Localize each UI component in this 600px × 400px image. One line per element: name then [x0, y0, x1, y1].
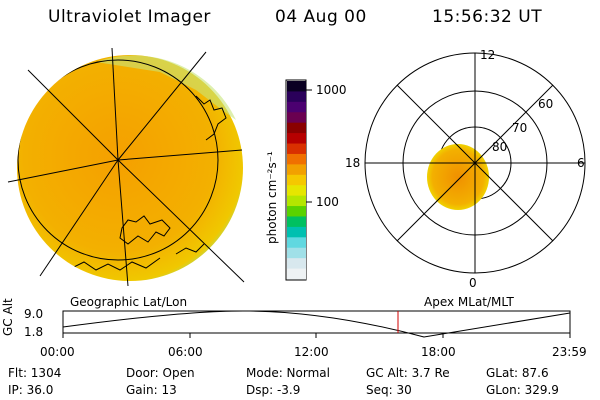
- orbit-ytick-9: 9.0: [24, 307, 44, 321]
- gain-value: Gain: 13: [126, 383, 177, 397]
- gc-altitude: GC Alt: 3.7 Re: [366, 366, 450, 380]
- orbit-ytick-1-8: 1.8: [24, 325, 44, 339]
- orbit-xtick-0600: 06:00: [168, 345, 203, 359]
- mlat-label-70: 70: [512, 121, 528, 135]
- geo-latitude: GLat: 87.6: [486, 366, 549, 380]
- colorbar-cell: [287, 112, 306, 124]
- orbit-xtick-1800: 18:00: [421, 345, 456, 359]
- geographic-map: [7, 47, 245, 287]
- colorbar-cell: [287, 153, 306, 165]
- date-label: 04 Aug 00: [275, 7, 367, 27]
- mlt-label-0: 0: [469, 276, 477, 290]
- meridian-lines: [7, 47, 245, 287]
- auroral-oval: [427, 144, 489, 210]
- sequence-number: Seq: 30: [366, 383, 412, 397]
- colorbar-cell: [287, 195, 306, 207]
- geo-longitude: GLon: 329.9: [486, 383, 559, 397]
- colorbar-cell: [287, 133, 306, 145]
- mode-status: Mode: Normal: [246, 366, 330, 380]
- instrument-title: Ultraviolet Imager: [48, 7, 211, 27]
- colorbar-unit-label: photon cm⁻²s⁻¹: [265, 151, 279, 244]
- colorbar-tick-1000: 1000: [316, 83, 347, 97]
- disk-edge-glow: [96, 55, 236, 120]
- colorbar-cell: [287, 216, 306, 228]
- dsp-value: Dsp: -3.9: [246, 383, 301, 397]
- colorbar-cell: [287, 122, 306, 134]
- mlat-label-60: 60: [538, 97, 554, 111]
- mlat-label-80: 80: [492, 140, 508, 154]
- coastline: [59, 257, 161, 271]
- orbit-xtick-0000: 00:00: [40, 345, 75, 359]
- door-status: Door: Open: [126, 366, 195, 380]
- altitude-curve: [62, 310, 571, 338]
- uv-disk: [17, 55, 243, 281]
- time-label: 15:56:32 UT: [432, 7, 543, 27]
- colorbar-cell: [287, 101, 306, 113]
- lat-circle: [17, 59, 219, 261]
- color-scale-bar: [285, 79, 312, 281]
- orbit-altitude-plot: [62, 310, 571, 338]
- colorbar-cell: [287, 206, 306, 217]
- colorbar-tick-100: 100: [316, 195, 339, 209]
- orbit-xtick-2359: 23:59: [552, 345, 587, 359]
- polar-plot: [364, 52, 586, 274]
- ip-value: IP: 36.0: [8, 383, 54, 397]
- colorbar-cell: [287, 143, 306, 155]
- colorbar-cell: [287, 164, 306, 176]
- colorbar-cell: [287, 247, 306, 259]
- mlt-label-18: 18: [345, 156, 361, 170]
- orbit-xtick-1200: 12:00: [294, 345, 329, 359]
- colorbar-cell: [287, 174, 306, 186]
- colorbar-cell: [287, 81, 306, 92]
- orbit-axis-label: GC Alt: [1, 298, 15, 336]
- geo-map-label: Geographic Lat/Lon: [70, 295, 188, 309]
- colorbar-cell: [287, 268, 306, 280]
- colorbar-cell: [287, 185, 306, 197]
- mlt-label-6: 6: [577, 156, 585, 170]
- coastline: [175, 243, 205, 255]
- polar-plot-label: Apex MLat/MLT: [424, 295, 514, 309]
- flight-number: Flt: 1304: [8, 366, 62, 380]
- mlt-label-12: 12: [480, 48, 496, 62]
- colorbar-cell: [287, 226, 306, 238]
- coastline: [119, 215, 171, 245]
- colorbar-cell: [287, 258, 306, 270]
- colorbar-cell: [287, 237, 306, 249]
- colorbar-cell: [287, 91, 306, 103]
- coastline: [195, 95, 227, 141]
